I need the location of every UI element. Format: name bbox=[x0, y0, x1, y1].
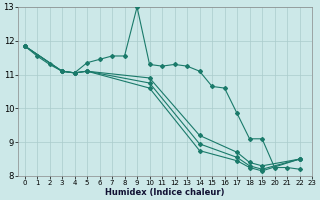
X-axis label: Humidex (Indice chaleur): Humidex (Indice chaleur) bbox=[105, 188, 225, 197]
